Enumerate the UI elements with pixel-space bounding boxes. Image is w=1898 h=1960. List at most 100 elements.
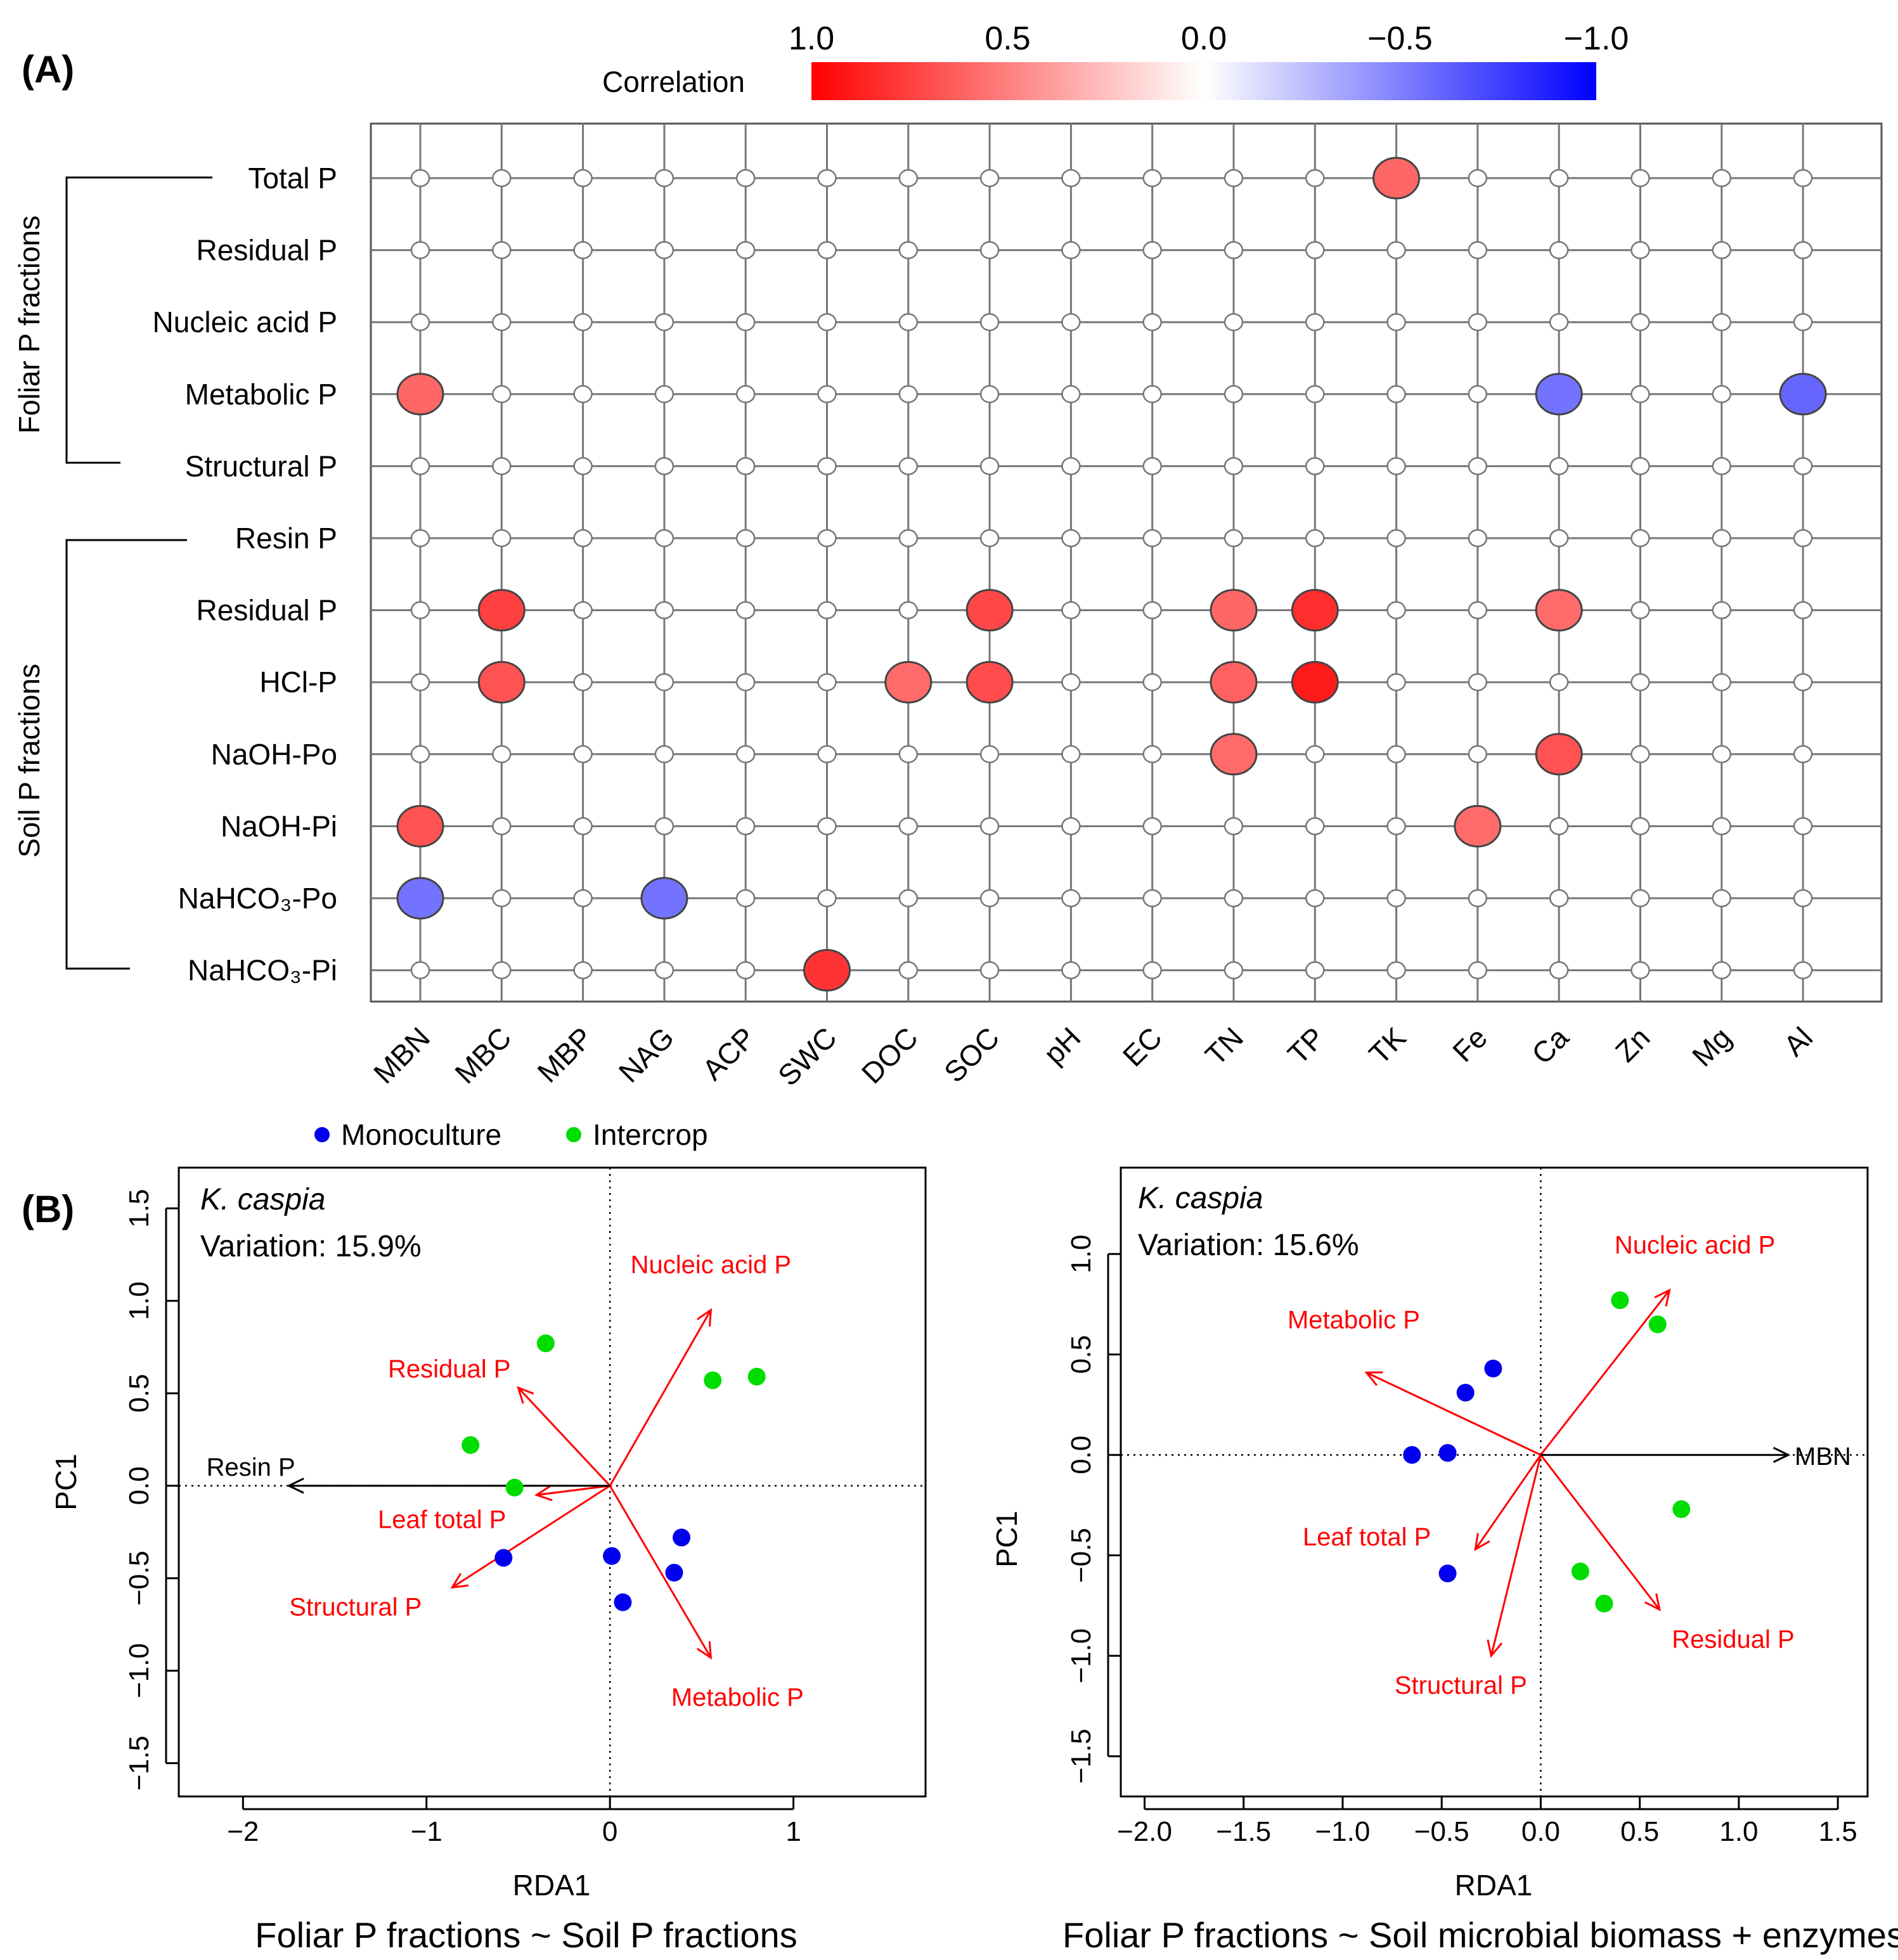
corr-cell-significant <box>396 804 444 848</box>
point-monoculture <box>673 1528 691 1547</box>
corr-cell-empty <box>1223 529 1244 548</box>
corr-cell-empty <box>1223 961 1244 979</box>
corr-cell-empty <box>1061 817 1081 835</box>
corr-cell-empty <box>573 313 593 332</box>
corr-cell-empty <box>817 817 837 835</box>
point-intercrop <box>1571 1563 1589 1581</box>
corr-cell-empty <box>1793 529 1813 548</box>
corr-cell-empty <box>573 601 593 619</box>
corr-cell-empty <box>1630 313 1650 332</box>
color-legend-bar <box>811 62 1596 100</box>
corr-cell-empty <box>735 529 756 548</box>
corr-cell-empty <box>410 601 430 619</box>
corr-cell-empty <box>1630 961 1650 979</box>
corr-cell-significant <box>1210 661 1258 704</box>
x-tick-label: −2.0 <box>1117 1816 1172 1847</box>
corr-cell-significant <box>1372 157 1421 200</box>
arrow-residual-p <box>1540 1454 1661 1611</box>
corr-cell-empty <box>1793 241 1813 259</box>
y-tick-label: −1.5 <box>1066 1729 1097 1784</box>
corr-cell-empty <box>979 889 1000 908</box>
corr-cell-empty <box>979 385 1000 404</box>
point-intercrop <box>1648 1315 1667 1334</box>
corr-cell-empty <box>898 457 919 475</box>
arrow-label-resin-p: Resin P <box>207 1454 295 1481</box>
point-monoculture <box>1403 1446 1421 1464</box>
corr-cell-empty <box>1061 241 1081 259</box>
panel-b-label: (B) <box>22 1188 74 1230</box>
corr-cell-empty <box>492 457 512 475</box>
corr-cell-empty <box>573 169 593 188</box>
corr-cell-significant <box>1535 373 1583 416</box>
corr-cell-empty <box>654 961 675 979</box>
row-label-nahco-pi: NaHCO₃-Pi <box>188 954 337 987</box>
corr-cell-empty <box>1305 457 1325 475</box>
col-label-ca: Ca <box>1525 1021 1575 1071</box>
corr-cell-empty <box>492 313 512 332</box>
corr-cell-empty <box>1061 745 1081 764</box>
corr-cell-empty <box>1549 241 1569 259</box>
soil-bracket <box>65 539 187 970</box>
y-tick-label: 0.0 <box>1066 1436 1097 1474</box>
corr-cell-significant <box>1454 804 1502 848</box>
corr-cell-empty <box>1061 673 1081 692</box>
corr-cell-empty <box>1305 169 1325 188</box>
corr-cell-empty <box>573 457 593 475</box>
arrow-head-residual-p <box>1644 1593 1662 1611</box>
rda-left-caption: Foliar P fractions ~ Soil P fractions <box>255 1915 797 1955</box>
corr-cell-empty <box>1386 745 1406 764</box>
corr-cell-empty <box>898 241 919 259</box>
y-tick-label: 1.5 <box>124 1189 155 1228</box>
corr-cell-empty <box>1793 601 1813 619</box>
col-label-soc: SOC <box>938 1021 1005 1088</box>
row-label-resin-p: Resin P <box>235 522 337 555</box>
corr-cell-empty <box>1630 817 1650 835</box>
corr-cell-significant <box>1210 733 1258 776</box>
col-label-tp: TP <box>1281 1021 1331 1070</box>
legend-monoculture-dot <box>314 1127 330 1142</box>
corr-cell-empty <box>1712 817 1732 835</box>
corr-cell-empty <box>979 241 1000 259</box>
corr-cell-empty <box>654 817 675 835</box>
corr-cell-empty <box>654 241 675 259</box>
corr-cell-empty <box>817 673 837 692</box>
row-labels: Total P Residual P Nucleic acid P Metabolic… <box>153 162 337 987</box>
corr-cell-empty <box>1305 889 1325 908</box>
corr-cell-significant <box>477 589 526 632</box>
corr-cell-empty <box>1061 385 1081 404</box>
point-monoculture <box>614 1593 632 1611</box>
rda-right-variation: Variation: 15.6% <box>1138 1228 1359 1262</box>
corr-cell-empty <box>1712 601 1732 619</box>
corr-cell-empty <box>1712 385 1732 404</box>
corr-cell-empty <box>817 169 837 188</box>
soil-group-label: Soil P fractions <box>13 664 46 858</box>
corr-cell-empty <box>1142 889 1162 908</box>
corr-cell-empty <box>654 457 675 475</box>
corr-cell-empty <box>1793 313 1813 332</box>
point-monoculture <box>1484 1359 1502 1377</box>
corr-cell-empty <box>1061 313 1081 332</box>
corr-cell-empty <box>735 241 756 259</box>
corr-cell-empty <box>1468 673 1488 692</box>
arrow-metabolic-p <box>1365 1371 1542 1456</box>
x-tick-label: −2 <box>227 1816 259 1847</box>
corr-cell-empty <box>1468 745 1488 764</box>
legend-tick-label: 1.0 <box>789 20 834 57</box>
corr-cell-empty <box>1549 673 1569 692</box>
col-label-tn: TN <box>1199 1021 1249 1071</box>
corr-cell-empty <box>573 889 593 908</box>
arrow-residual-p <box>517 1387 611 1486</box>
point-intercrop <box>505 1478 524 1497</box>
corr-cell-empty <box>1223 817 1244 835</box>
corr-cell-empty <box>1305 529 1325 548</box>
y-tick-label: −0.5 <box>1066 1528 1097 1583</box>
arrow-head-resin-p <box>287 1478 304 1494</box>
corr-cell-empty <box>817 241 837 259</box>
x-tick-label: −1.0 <box>1315 1816 1371 1847</box>
y-tick-label: −1.0 <box>1066 1628 1097 1684</box>
corr-cell-empty <box>1468 385 1488 404</box>
row-label-nahco-po: NaHCO₃-Po <box>178 882 337 915</box>
corr-cell-empty <box>898 889 919 908</box>
corr-cell-empty <box>817 313 837 332</box>
corr-cell-empty <box>735 889 756 908</box>
